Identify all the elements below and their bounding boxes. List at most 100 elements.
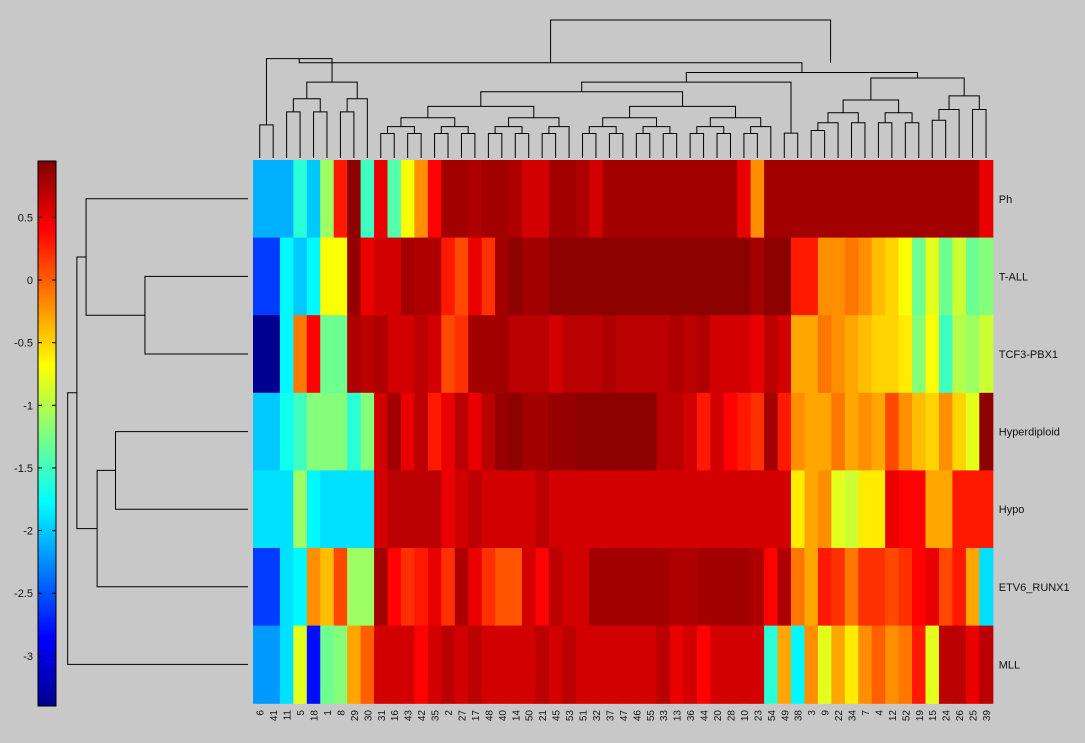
heatmap-cell (548, 548, 563, 627)
column-dendrogram-link (380, 132, 395, 158)
heatmap-cell (804, 548, 819, 627)
colorbar-tick-label: -1.5 (14, 463, 33, 475)
heatmap-cell (481, 237, 496, 316)
column-dendrogram-link (972, 109, 987, 158)
heatmap-cell (508, 315, 523, 394)
column-label: 23 (753, 710, 764, 722)
colorbar-tick-label: 0 (27, 275, 33, 287)
heatmap-cell (696, 470, 711, 549)
heatmap-cell (871, 548, 886, 627)
heatmap-cell (683, 470, 698, 549)
row-dendrogram-link (76, 256, 98, 530)
heatmap-cell (844, 470, 859, 549)
column-label: 49 (780, 710, 791, 722)
heatmap-cell (468, 625, 483, 704)
heatmap-cell (481, 315, 496, 394)
heatmap-cell (723, 237, 738, 316)
heatmap-cell (871, 625, 886, 704)
heatmap-cell (266, 315, 281, 394)
heatmap-cell (387, 392, 402, 471)
heatmap-cell (279, 625, 294, 704)
heatmap-cell (965, 625, 980, 704)
heatmap-cell (710, 237, 725, 316)
heatmap-cell (414, 625, 429, 704)
heatmap-cell (979, 625, 994, 704)
heatmap-cell (885, 315, 900, 394)
column-dendrogram-link (884, 112, 913, 123)
heatmap-cell (333, 548, 348, 627)
heatmap-cell (629, 392, 644, 471)
heatmap-cell (979, 470, 994, 549)
heatmap-cell (548, 470, 563, 549)
heatmap-cell (737, 470, 752, 549)
heatmap-cell (495, 548, 510, 627)
heatmap-cell (912, 392, 927, 471)
heatmap-cell (629, 237, 644, 316)
heatmap-cell (683, 237, 698, 316)
heatmap-cell (669, 315, 684, 394)
row-dendrogram-link (115, 431, 248, 510)
heatmap-cell (737, 160, 752, 239)
heatmap-cell (481, 470, 496, 549)
heatmap-cell (696, 160, 711, 239)
heatmap-cell (441, 160, 456, 239)
column-label: 15 (928, 710, 939, 722)
column-dendrogram-link (400, 117, 456, 127)
column-label: 2 (444, 710, 455, 716)
column-label: 4 (874, 710, 885, 716)
heatmap-cell (548, 160, 563, 239)
column-dendrogram-link (817, 122, 839, 158)
heatmap-cell (427, 160, 442, 239)
colorbar-ticks: 0.5 0 -0.5 -1 -1.5 -2 -2.5 -3 (14, 212, 56, 663)
heatmap-cell (468, 392, 483, 471)
heatmap-cell (858, 548, 873, 627)
heatmap-cell (750, 625, 765, 704)
heatmap-cell (764, 625, 779, 704)
heatmap-cell (293, 470, 308, 549)
column-dendrogram-link (948, 95, 980, 110)
heatmap-cell (710, 548, 725, 627)
heatmap-cell (723, 625, 738, 704)
column-dendrogram-link (662, 132, 678, 158)
column-labels: 6 41 11 5 18 1 8 29 30 31 16 43 42 35 2 27 17 48 40 14 50 21 4… (256, 710, 993, 722)
column-dendrogram-link (685, 71, 919, 83)
heatmap-cell (306, 315, 321, 394)
row-dendrogram (67, 198, 248, 665)
heatmap-cell (791, 392, 806, 471)
heatmap-cell (575, 548, 590, 627)
heatmap-cell (723, 160, 738, 239)
heatmap-cell (400, 470, 415, 549)
heatmap-cell (441, 548, 456, 627)
heatmap-cell (575, 625, 590, 704)
heatmap-cell (858, 315, 873, 394)
heatmap-cell (454, 625, 469, 704)
column-label: 18 (310, 710, 321, 722)
row-label: Hyperdiploid (999, 427, 1060, 439)
row-label: Hypo (999, 504, 1025, 516)
heatmap-cell (562, 625, 577, 704)
column-label: 46 (632, 710, 643, 722)
heatmap-cell (885, 237, 900, 316)
heatmap-cell (253, 625, 268, 704)
column-label: 55 (646, 710, 657, 722)
heatmap-cell (522, 392, 537, 471)
heatmap-cell (938, 315, 953, 394)
heatmap-cell (333, 392, 348, 471)
column-label: 16 (390, 710, 401, 722)
heatmap-cell (562, 548, 577, 627)
row-label: TCF3-PBX1 (999, 349, 1058, 361)
heatmap-cell (710, 625, 725, 704)
heatmap-cell (548, 315, 563, 394)
heatmap-cell (293, 625, 308, 704)
heatmap-cell (400, 625, 415, 704)
heatmap-cell (925, 470, 940, 549)
heatmap-cell (360, 548, 375, 627)
heatmap-cell (616, 470, 631, 549)
heatmap-cell (669, 625, 684, 704)
heatmap-cell (535, 470, 550, 549)
heatmap-cell (508, 548, 523, 627)
heatmap-cell (804, 470, 819, 549)
column-dendrogram-link (460, 132, 476, 158)
column-label: 13 (673, 710, 684, 722)
heatmap-cell (400, 392, 415, 471)
